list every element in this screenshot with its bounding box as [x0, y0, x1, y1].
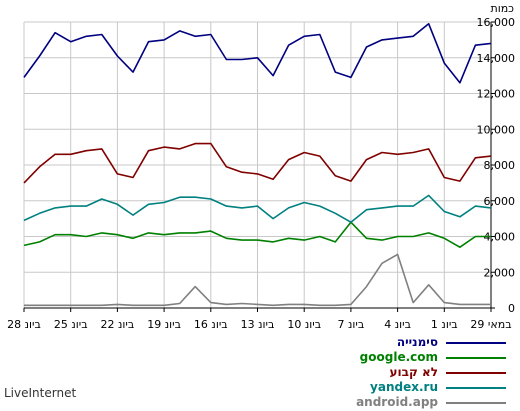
x-tick-label: 16 ביונ	[194, 318, 228, 331]
y-tick-label: 0	[508, 302, 515, 315]
legend-item: google.com	[0, 350, 520, 366]
y-axis-ticks: 0 2,000 4,000 6,000 8,000 10,000 12,000 14,000 1…	[477, 16, 516, 315]
x-tick-label: 4 ביונ	[384, 318, 411, 331]
x-axis-ticks: 28 ביונ 25 ביונ 22 ביונ 19 ביונ 16 ביונ 13 בי…	[7, 318, 511, 331]
series-line	[23, 22, 492, 84]
x-tick-label: 7 ביונ	[338, 318, 365, 331]
x-tick-label: 19 ביונ	[147, 318, 181, 331]
y-tick-label: 8,000	[484, 159, 516, 172]
series-line	[23, 221, 491, 248]
y-tick-label: 12,000	[477, 88, 516, 101]
legend-label: לא קבוע	[389, 365, 438, 379]
legend-swatch	[446, 402, 506, 404]
legend-label: android.app	[356, 395, 438, 409]
x-tick-label: 10 ביונ	[287, 318, 321, 331]
legend-label: yandex.ru	[370, 380, 438, 394]
y-axis-unit-label: כמות	[490, 2, 514, 15]
x-tick-label: 13 ביונ	[241, 318, 275, 331]
legend-label: google.com	[359, 350, 438, 364]
legend-swatch	[446, 372, 506, 374]
x-tick-label: 22 ביונ	[101, 318, 135, 331]
y-tick-label: 2,000	[484, 266, 516, 279]
site-credit: LiveInternet	[4, 386, 77, 400]
chart-grid	[23, 21, 492, 309]
series-line	[23, 194, 492, 223]
y-tick-label: 16,000	[477, 16, 516, 29]
y-tick-label: 4,000	[484, 231, 516, 244]
y-tick-label: 14,000	[477, 52, 516, 65]
x-tick-label: 25 ביונ	[54, 318, 88, 331]
legend-swatch	[446, 387, 506, 389]
series-line	[24, 253, 491, 307]
x-tick-label: 28 ביונ	[7, 318, 41, 331]
legend-item: סימנייה	[0, 335, 520, 351]
y-tick-label: 10,000	[477, 123, 516, 136]
series-line	[23, 142, 492, 184]
chart-axes	[23, 21, 495, 312]
y-tick-label: 6,000	[484, 195, 516, 208]
legend-swatch	[446, 357, 506, 359]
legend-label: סימנייה	[396, 335, 438, 349]
legend-item: לא קבוע	[0, 365, 520, 381]
legend-item: android.app	[0, 395, 520, 411]
legend-item: yandex.ru	[0, 380, 520, 396]
series-lines	[23, 22, 492, 307]
legend-swatch	[446, 342, 506, 344]
x-tick-label: 1 ביונ	[431, 318, 458, 331]
x-tick-label: 29 במאי	[470, 318, 511, 331]
